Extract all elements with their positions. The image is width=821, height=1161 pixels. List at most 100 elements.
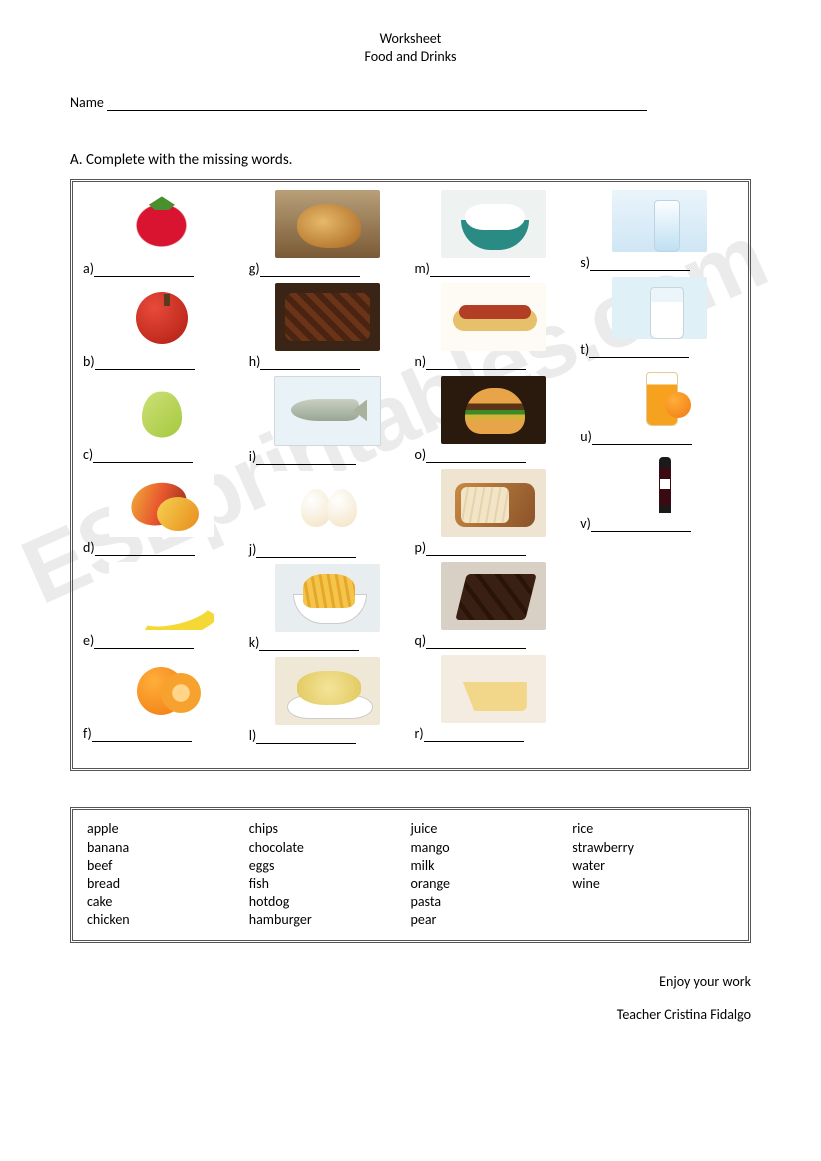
bread-image <box>441 469 546 537</box>
label-u: u) <box>580 428 592 445</box>
item-m: m) <box>415 190 573 277</box>
item-j: j) <box>249 471 407 558</box>
item-d: d) <box>83 469 241 556</box>
answer-p[interactable] <box>426 543 526 556</box>
wordbank-word: orange <box>411 875 573 893</box>
label-j: j) <box>249 541 257 558</box>
item-a: a) <box>83 190 241 277</box>
item-i: i) <box>249 376 407 465</box>
wordbank-col-4: rice strawberry water wine <box>572 820 734 929</box>
answer-j[interactable] <box>256 545 356 558</box>
name-field-row: Name <box>70 94 751 111</box>
label-v: v) <box>580 515 591 532</box>
answer-s[interactable] <box>590 258 690 271</box>
answer-c[interactable] <box>93 450 193 463</box>
wordbank-word: hotdog <box>249 893 411 911</box>
label-q: q) <box>415 632 427 649</box>
name-label: Name <box>70 94 104 111</box>
chocolate-image <box>441 562 546 630</box>
answer-i[interactable] <box>256 452 356 465</box>
wordbank-col-2: chips chocolate eggs fish hotdog hamburg… <box>249 820 411 929</box>
label-r: r) <box>415 725 424 742</box>
label-i: i) <box>249 448 256 465</box>
apple-image <box>109 283 214 351</box>
wordbank-word: apple <box>87 820 249 838</box>
answer-o[interactable] <box>426 450 526 463</box>
name-input-line[interactable] <box>107 96 647 111</box>
beef-image <box>275 283 380 351</box>
item-o: o) <box>415 376 573 463</box>
item-t: t) <box>580 277 738 358</box>
answer-u[interactable] <box>592 432 692 445</box>
wordbank-word: milk <box>411 857 573 875</box>
wordbank-word: pasta <box>411 893 573 911</box>
grid-col-1: a) b) c) d) e) <box>83 190 241 750</box>
label-k: k) <box>249 634 260 651</box>
title-line2: Food and Drinks <box>70 48 751 66</box>
answer-d[interactable] <box>95 543 195 556</box>
hotdog-image <box>441 283 546 351</box>
label-f: f) <box>83 725 92 742</box>
wordbank-word: strawberry <box>572 839 734 857</box>
answer-g[interactable] <box>260 264 360 277</box>
wordbank-col-3: juice mango milk orange pasta pear <box>411 820 573 929</box>
item-p: p) <box>415 469 573 556</box>
label-p: p) <box>415 539 427 556</box>
label-m: m) <box>415 260 430 277</box>
answer-e[interactable] <box>94 636 194 649</box>
wordbank-word: mango <box>411 839 573 857</box>
wordbank-word: wine <box>572 875 734 893</box>
wordbank-word: rice <box>572 820 734 838</box>
wine-image <box>612 451 707 513</box>
answer-a[interactable] <box>94 264 194 277</box>
label-c: c) <box>83 446 93 463</box>
item-g: g) <box>249 190 407 277</box>
rice-image <box>441 190 546 258</box>
wordbank-frame: apple banana beef bread cake chicken chi… <box>70 807 751 942</box>
title-line1: Worksheet <box>70 30 751 48</box>
item-l: l) <box>249 657 407 744</box>
mango-image <box>109 469 214 537</box>
label-s: s) <box>580 254 590 271</box>
answer-r[interactable] <box>424 729 524 742</box>
footer-block: Enjoy your work Teacher Cristina Fidalgo <box>70 965 751 1032</box>
hamburger-image <box>441 376 546 444</box>
banana-image <box>109 562 214 630</box>
answer-l[interactable] <box>256 731 356 744</box>
wordbank-word: bread <box>87 875 249 893</box>
wordbank-word: chocolate <box>249 839 411 857</box>
answer-m[interactable] <box>430 264 530 277</box>
exercise-grid: a) b) c) d) e) <box>83 190 738 750</box>
wordbank-word: beef <box>87 857 249 875</box>
label-l: l) <box>249 727 256 744</box>
label-t: t) <box>580 341 589 358</box>
wordbank-word: eggs <box>249 857 411 875</box>
item-e: e) <box>83 562 241 649</box>
fish-image <box>274 376 381 446</box>
answer-k[interactable] <box>259 638 359 651</box>
item-f: f) <box>83 655 241 742</box>
answer-v[interactable] <box>591 519 691 532</box>
water-image <box>612 190 707 252</box>
label-e: e) <box>83 632 94 649</box>
page-title-block: Worksheet Food and Drinks <box>70 30 751 66</box>
answer-f[interactable] <box>92 729 192 742</box>
answer-t[interactable] <box>589 345 689 358</box>
label-d: d) <box>83 539 95 556</box>
orange-image <box>109 655 214 723</box>
eggs-image <box>275 471 380 539</box>
wordbank-word: juice <box>411 820 573 838</box>
item-q: q) <box>415 562 573 649</box>
wordbank-word: fish <box>249 875 411 893</box>
answer-h[interactable] <box>260 357 360 370</box>
chicken-image <box>275 190 380 258</box>
answer-n[interactable] <box>426 357 526 370</box>
answer-q[interactable] <box>426 636 526 649</box>
item-v: v) <box>580 451 738 532</box>
item-s: s) <box>580 190 738 271</box>
grid-col-2: g) h) i) j) k) <box>249 190 407 750</box>
exercise-grid-frame: a) b) c) d) e) <box>70 179 751 771</box>
grid-col-3: m) n) o) p) q) <box>415 190 573 750</box>
answer-b[interactable] <box>95 357 195 370</box>
item-n: n) <box>415 283 573 370</box>
